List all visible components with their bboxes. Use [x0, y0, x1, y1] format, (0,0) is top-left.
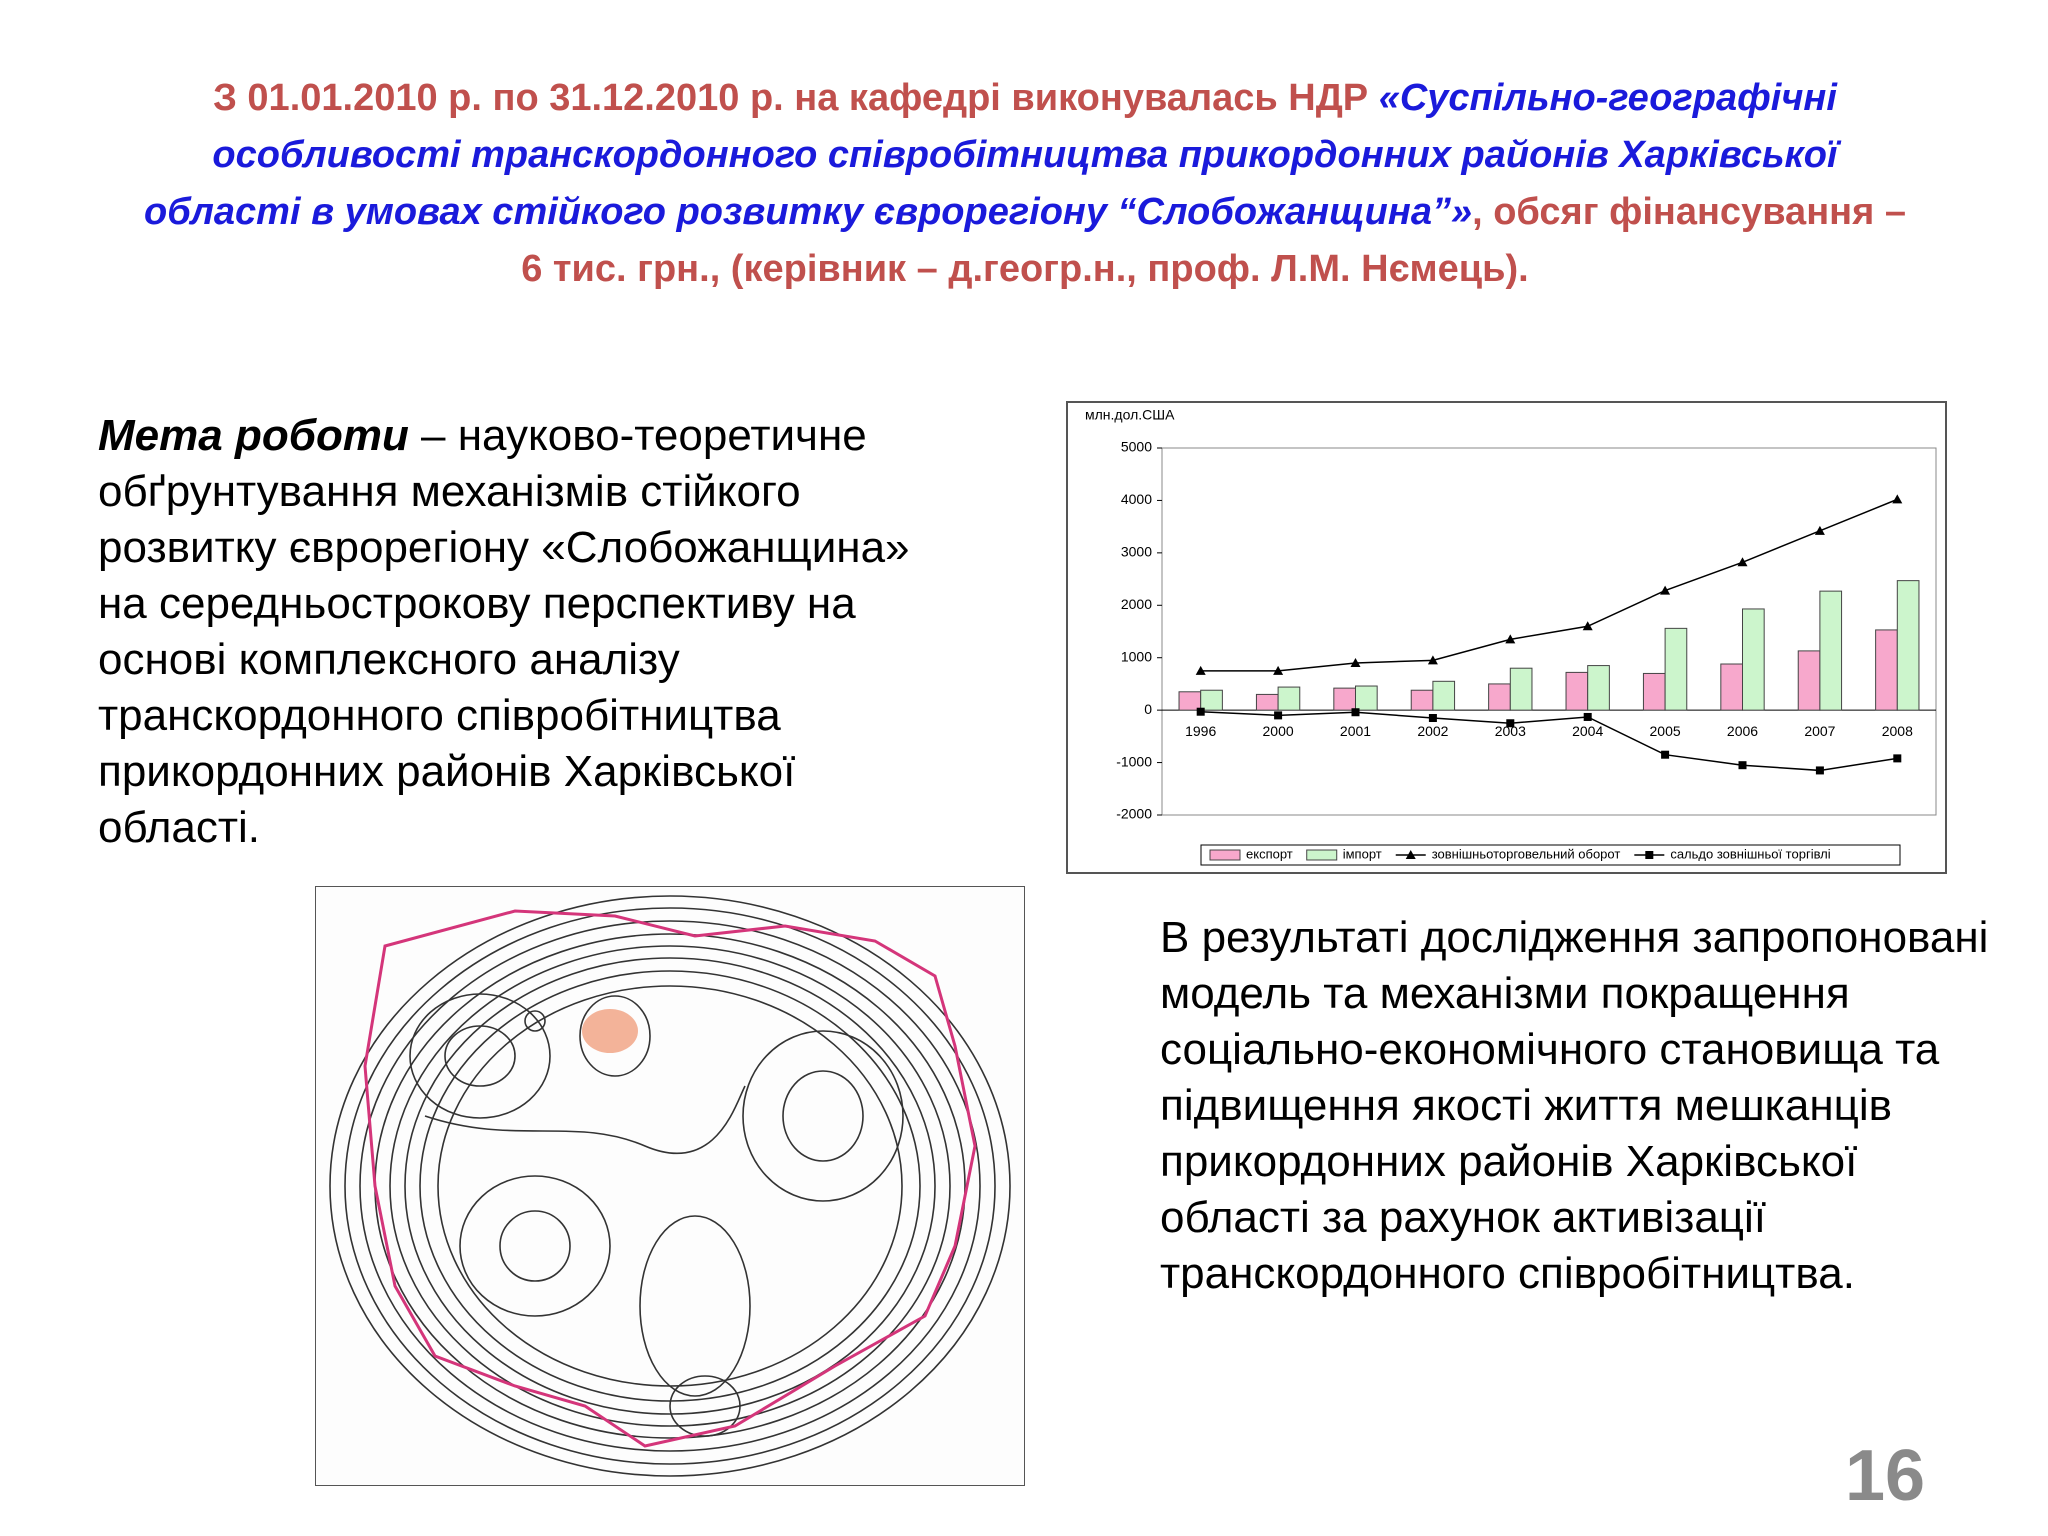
line [1200, 710, 1898, 772]
legend-box [1200, 844, 1901, 866]
plot-area [1161, 447, 1937, 816]
legend-label: експорт [1246, 846, 1293, 861]
bar [1333, 687, 1357, 711]
bar [1664, 627, 1688, 711]
bar [1488, 683, 1511, 711]
marker [1892, 494, 1903, 504]
y-axis-label: млн.дол.США [1085, 407, 1175, 423]
bar [1432, 680, 1456, 711]
title-part: З 01.01.2010 р. по 31.12.2010 р. на кафе… [213, 77, 1379, 119]
bar [1720, 663, 1744, 711]
y-tick-label: 5000 [1121, 439, 1152, 455]
title-topic: «Суспільно-географічні особливості транс… [144, 77, 1838, 233]
marker [1195, 665, 1206, 675]
marker [1274, 711, 1283, 720]
bar [1509, 667, 1533, 711]
slide-title: З 01.01.2010 р. по 31.12.2010 р. на кафе… [130, 70, 1920, 298]
marker [1893, 754, 1902, 763]
bar [1819, 590, 1843, 711]
x-tick-label: 1996 [1185, 723, 1216, 739]
marker [1273, 665, 1284, 675]
y-tick-label: 1000 [1121, 648, 1152, 664]
marker [1505, 634, 1516, 644]
marker [1582, 621, 1593, 631]
bar [1200, 689, 1223, 711]
bar [1875, 629, 1898, 711]
bar [1565, 671, 1589, 711]
x-tick-label: 2002 [1417, 723, 1448, 739]
marker [1737, 557, 1748, 567]
marker [1738, 761, 1747, 770]
marker [1428, 714, 1437, 723]
x-tick-label: 2001 [1340, 723, 1371, 739]
chart-frame [1066, 401, 1947, 874]
bar [1178, 691, 1202, 711]
legend-label: сальдо зовнішньої торгівлі [1670, 846, 1830, 861]
bar [1355, 685, 1378, 711]
x-tick-label: 2004 [1572, 723, 1603, 739]
x-tick-label: 2005 [1650, 723, 1681, 739]
legend-swatch [1306, 849, 1338, 861]
legend-marker [1405, 850, 1416, 859]
bar [1742, 608, 1765, 711]
y-tick-label: 2000 [1121, 596, 1152, 612]
result-text: В результаті дослідження запропоновані м… [1160, 913, 1989, 1298]
y-tick-label: -1000 [1116, 753, 1152, 769]
marker [1814, 525, 1825, 535]
x-tick-label: 2003 [1495, 723, 1526, 739]
bar [1587, 665, 1610, 711]
legend-marker [1645, 851, 1654, 859]
bar [1410, 689, 1434, 711]
title-part: , обсяг фінансування – 6 тис. грн., (кер… [521, 191, 1906, 290]
marker [1815, 766, 1824, 775]
marker [1506, 719, 1515, 728]
legend-label: імпорт [1343, 846, 1382, 861]
x-tick-label: 2006 [1727, 723, 1758, 739]
bar [1255, 693, 1279, 711]
legend-label: зовнішньоторговельний оборот [1432, 846, 1621, 861]
marker [1196, 707, 1205, 716]
y-tick-label: -2000 [1116, 806, 1152, 822]
y-tick-label: 4000 [1121, 491, 1152, 507]
marker [1351, 708, 1360, 717]
x-tick-label: 2008 [1882, 723, 1913, 739]
x-tick-label: 2007 [1804, 723, 1835, 739]
line [1200, 498, 1898, 672]
marker [1427, 655, 1438, 665]
bar [1797, 650, 1821, 711]
goal-text: Мета роботи – науково-теоретичне обґрунт… [98, 408, 928, 856]
legend-swatch [1209, 849, 1241, 861]
marker [1583, 712, 1592, 721]
y-tick-label: 0 [1144, 701, 1152, 717]
bar [1896, 580, 1920, 711]
page-number: 16 [1845, 1436, 1926, 1516]
contour-map [315, 886, 1025, 1486]
bar [1277, 686, 1301, 711]
y-tick-label: 3000 [1121, 544, 1152, 560]
goal-body: – науково-теоретичне обґрунтування механ… [98, 411, 910, 852]
marker [1661, 750, 1670, 759]
bar [1642, 672, 1666, 711]
x-tick-label: 2000 [1263, 723, 1294, 739]
marker [1660, 585, 1671, 595]
goal-lead: Мета роботи [98, 411, 409, 460]
marker [1350, 657, 1361, 667]
